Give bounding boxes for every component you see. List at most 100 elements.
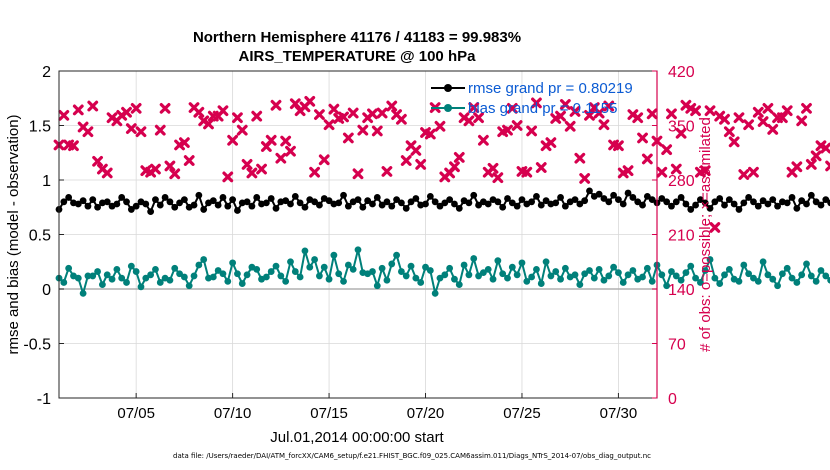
rmse-point-39 [243,198,251,206]
bias-point-5 [79,289,87,297]
bias-point-76 [422,263,429,271]
rmse-point-144 [750,198,757,206]
bias-point-104 [557,275,564,283]
rmse-point-151 [783,199,791,207]
x-tick-label-0: 07/05 [117,405,155,422]
nobs_assimilated-point-59 [338,111,349,123]
rmse-point-87 [475,201,482,209]
nobs_assimilated-point-85 [463,115,475,127]
y-tick-label-0: -1 [37,391,51,408]
rmse-point-117 [619,200,627,208]
nobs_assimilated-point-45 [270,99,282,111]
bias-point-139 [725,265,733,273]
nobs_assimilated-point-95 [511,120,523,131]
bias-point-136 [711,274,719,282]
bias-point-128 [672,272,680,280]
rmse-point-148 [769,196,777,204]
bias-point-131 [687,262,695,270]
bias-point-102 [547,272,555,280]
rmse-point-99 [533,192,540,200]
nobs_assimilated-point-47 [280,135,292,147]
rmse-point-114 [605,198,613,206]
bias-point-75 [417,279,425,286]
y-tick-label-2: 0 [42,282,51,299]
nobs_assimilated-point-83 [453,152,465,163]
nobs_assimilated-point-98 [526,125,538,137]
bias-point-20 [152,265,159,273]
nobs_assimilated-point-65 [367,108,378,120]
rmse-point-153 [793,204,801,212]
nobs_assimilated-point-123 [646,108,658,120]
rmse-point-34 [219,194,227,201]
bias-point-146 [759,258,767,266]
bias-point-109 [581,270,589,278]
nobs_assimilated-point-114 [603,100,615,112]
bias-point-55 [320,263,328,271]
nobs_assimilated-point-6 [82,126,94,138]
bias-point-67 [378,264,386,272]
bias-point-15 [127,262,135,270]
rmse-point-65 [369,200,376,208]
bias-point-148 [769,275,777,283]
rmse-point-19 [147,208,155,216]
bias-point-61 [349,265,357,273]
bias-point-132 [692,274,699,282]
bias-point-85 [465,271,473,279]
bias-point-1 [60,279,68,286]
rmse-point-67 [378,201,386,209]
rmse-point-8 [94,203,101,211]
nobs_assimilated-point-116 [613,140,624,152]
bias-point-71 [398,268,405,275]
nobs_assimilated-point-110 [584,109,595,121]
bias-point-30 [200,256,208,263]
bias-point-9 [99,281,106,289]
x-tick-label-1: 07/10 [214,405,252,422]
nobs_assimilated-point-16 [130,102,142,114]
rmse-point-134 [701,199,709,207]
rmse-point-78 [431,198,439,206]
rmse-point-121 [639,201,646,209]
bias-point-133 [697,279,704,286]
bias-point-29 [195,261,203,269]
nobs_assimilated-point-127 [666,108,677,120]
rmse-point-115 [610,191,617,199]
nobs_assimilated-point-138 [719,113,730,125]
nobs_assimilated-point-121 [637,132,648,144]
rmse-point-139 [725,196,733,204]
bias-point-130 [682,269,690,277]
y2-axis-label: # of obs: o=possible; ×=assimilated [697,117,714,352]
y2-tick-label-3: 210 [668,228,695,245]
rmse-point-35 [224,202,232,210]
bias-point-86 [470,255,478,262]
bias-point-155 [803,260,810,268]
rmse-point-74 [412,195,420,202]
bias-point-94 [508,263,516,271]
legend: rmse grand pr = 0.80219 bias grand pr = 0… [431,80,633,117]
bias-point-38 [238,280,246,287]
nobs_assimilated-point-154 [796,115,808,127]
nobs_assimilated-point-35 [222,171,234,183]
nobs_assimilated-point-153 [791,161,803,173]
rmse-point-72 [402,204,410,212]
nobs_assimilated-point-97 [521,166,533,178]
bias-point-28 [190,272,198,280]
bias-point-135 [706,256,714,263]
rmse-point-108 [576,200,584,208]
nobs_assimilated-point-75 [415,159,427,170]
rmse-point-59 [340,191,347,199]
nobs_assimilated-point-44 [265,134,277,146]
nobs_assimilated-point-22 [159,102,171,114]
rmse-point-100 [537,201,545,209]
chart-subtitle: AIRS_TEMPERATURE @ 100 hPa [239,48,477,65]
nobs_assimilated-point-17 [135,126,147,138]
bias-point-13 [118,274,126,282]
bias-point-10 [103,271,111,279]
bias-point-16 [132,268,140,275]
bias-point-100 [537,280,545,287]
x-tick-label-2: 07/15 [310,405,348,422]
bias-point-105 [561,264,569,272]
bias-point-74 [412,274,420,282]
bias-point-111 [590,274,598,282]
rmse-point-146 [759,197,767,205]
bias-point-152 [788,274,796,282]
